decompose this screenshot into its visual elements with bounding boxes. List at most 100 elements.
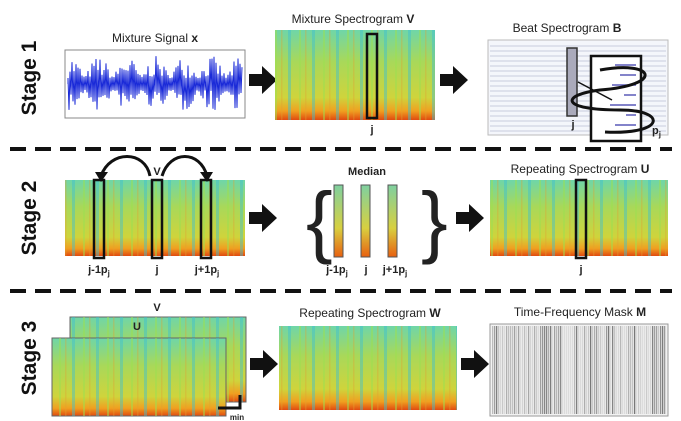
index-label: j	[369, 124, 373, 136]
mask-stripe	[564, 326, 565, 414]
mask-stripe	[594, 326, 595, 414]
mask-stripe	[598, 326, 599, 414]
mask-stripe	[504, 326, 505, 414]
brace: }	[421, 176, 448, 265]
mask-stripe	[568, 326, 569, 414]
mask-stripe	[560, 326, 561, 414]
spectrogram	[279, 326, 457, 410]
mask-stripe	[656, 326, 657, 414]
mask-stripe	[582, 326, 583, 414]
index-label: j	[154, 264, 158, 276]
mask-stripe	[534, 326, 535, 414]
stage-label: Stage 2	[18, 181, 41, 256]
mask-stripe	[624, 326, 625, 414]
mask-stripe	[524, 326, 525, 414]
mask-stripe	[640, 326, 641, 414]
panel-title: Mixture Spectrogram V	[292, 12, 415, 26]
mask-stripe	[514, 326, 515, 414]
mask-stripe	[664, 326, 665, 414]
panel-title: Repeating Spectrogram U	[511, 162, 650, 176]
mask-stripe	[652, 326, 653, 414]
index-label: j	[363, 264, 367, 276]
arrow	[250, 350, 278, 378]
mask-stripe	[612, 326, 613, 414]
mask-stripe	[494, 326, 495, 414]
spectrogram	[65, 180, 245, 256]
mask-stripe	[600, 326, 601, 414]
arrow	[461, 350, 489, 378]
mask-stripe	[516, 326, 517, 414]
spectrogram-label: V	[153, 302, 161, 314]
mask-stripe	[522, 326, 523, 414]
mask-stripe	[576, 326, 577, 414]
mask-stripe	[526, 326, 527, 414]
mask-stripe	[552, 326, 553, 414]
mask-stripe	[502, 326, 503, 414]
mask-stripe	[616, 326, 617, 414]
mask-stripe	[562, 326, 563, 414]
arrow	[249, 204, 277, 232]
stage-label: Stage 3	[18, 321, 41, 396]
index-label: j	[578, 264, 582, 276]
mask-stripe	[588, 326, 589, 414]
mask-stripe	[604, 326, 605, 414]
mask-stripe	[620, 326, 621, 414]
median-title: Median	[348, 166, 386, 178]
spectrogram	[490, 180, 668, 256]
mask-stripe	[658, 326, 659, 414]
mask-stripe	[566, 326, 567, 414]
spectrogram-label: V	[153, 166, 161, 178]
index-label: j-1pj	[87, 264, 110, 278]
panel-title: Mixture Signal x	[112, 31, 198, 45]
curved-arrow	[162, 157, 207, 177]
mask-stripe	[590, 326, 591, 414]
mask-stripe	[558, 326, 559, 414]
panel-title: Beat Spectrogram B	[513, 21, 622, 35]
mask-stripe	[606, 326, 607, 414]
mask-stripe	[540, 326, 541, 414]
index-label: j-1pj	[325, 264, 348, 278]
mask-stripe	[546, 326, 547, 414]
mask-stripe	[574, 326, 575, 414]
min-label: min	[230, 413, 244, 421]
mask-stripe	[496, 326, 497, 414]
mask-stripe	[630, 326, 631, 414]
spectrogram-label: U	[133, 321, 141, 333]
mask-stripe	[544, 326, 545, 414]
spectrogram	[275, 30, 435, 120]
mask-stripe	[632, 326, 633, 414]
mask-stripe	[554, 326, 555, 414]
mask-stripe	[614, 326, 615, 414]
mask-stripe	[538, 326, 539, 414]
mask-stripe	[654, 326, 655, 414]
mask-stripe	[506, 326, 507, 414]
mask-stripe	[650, 326, 651, 414]
page: { "stages": [{"label": "Stage 1"}, {"lab…	[0, 0, 681, 421]
median-bars	[334, 185, 397, 257]
mask-stripe	[532, 326, 533, 414]
mask-stripe	[492, 326, 493, 414]
mask-stripe	[550, 326, 551, 414]
mask-stripe	[520, 326, 521, 414]
mask-stripe	[528, 326, 529, 414]
stage-label: Stage 1	[18, 40, 41, 115]
mask-stripe	[642, 326, 643, 414]
mask-stripe	[530, 326, 531, 414]
mask-stripe	[536, 326, 537, 414]
index-label: j+1pj	[194, 264, 220, 278]
mask-stripe	[498, 326, 499, 414]
mask-stripe	[518, 326, 519, 414]
mask-stripe	[586, 326, 587, 414]
mask-stripe	[596, 326, 597, 414]
mask-stripe	[592, 326, 593, 414]
mask-stripe	[660, 326, 661, 414]
mask-stripe	[638, 326, 639, 414]
mask-stripe	[634, 326, 635, 414]
mask-stripe	[662, 326, 663, 414]
panel-title: Repeating Spectrogram W	[299, 306, 441, 320]
mask-stripe	[608, 326, 609, 414]
curved-arrow	[101, 157, 150, 177]
mask-stripe	[556, 326, 557, 414]
mask-stripe	[542, 326, 543, 414]
mask-stripe	[580, 326, 581, 414]
